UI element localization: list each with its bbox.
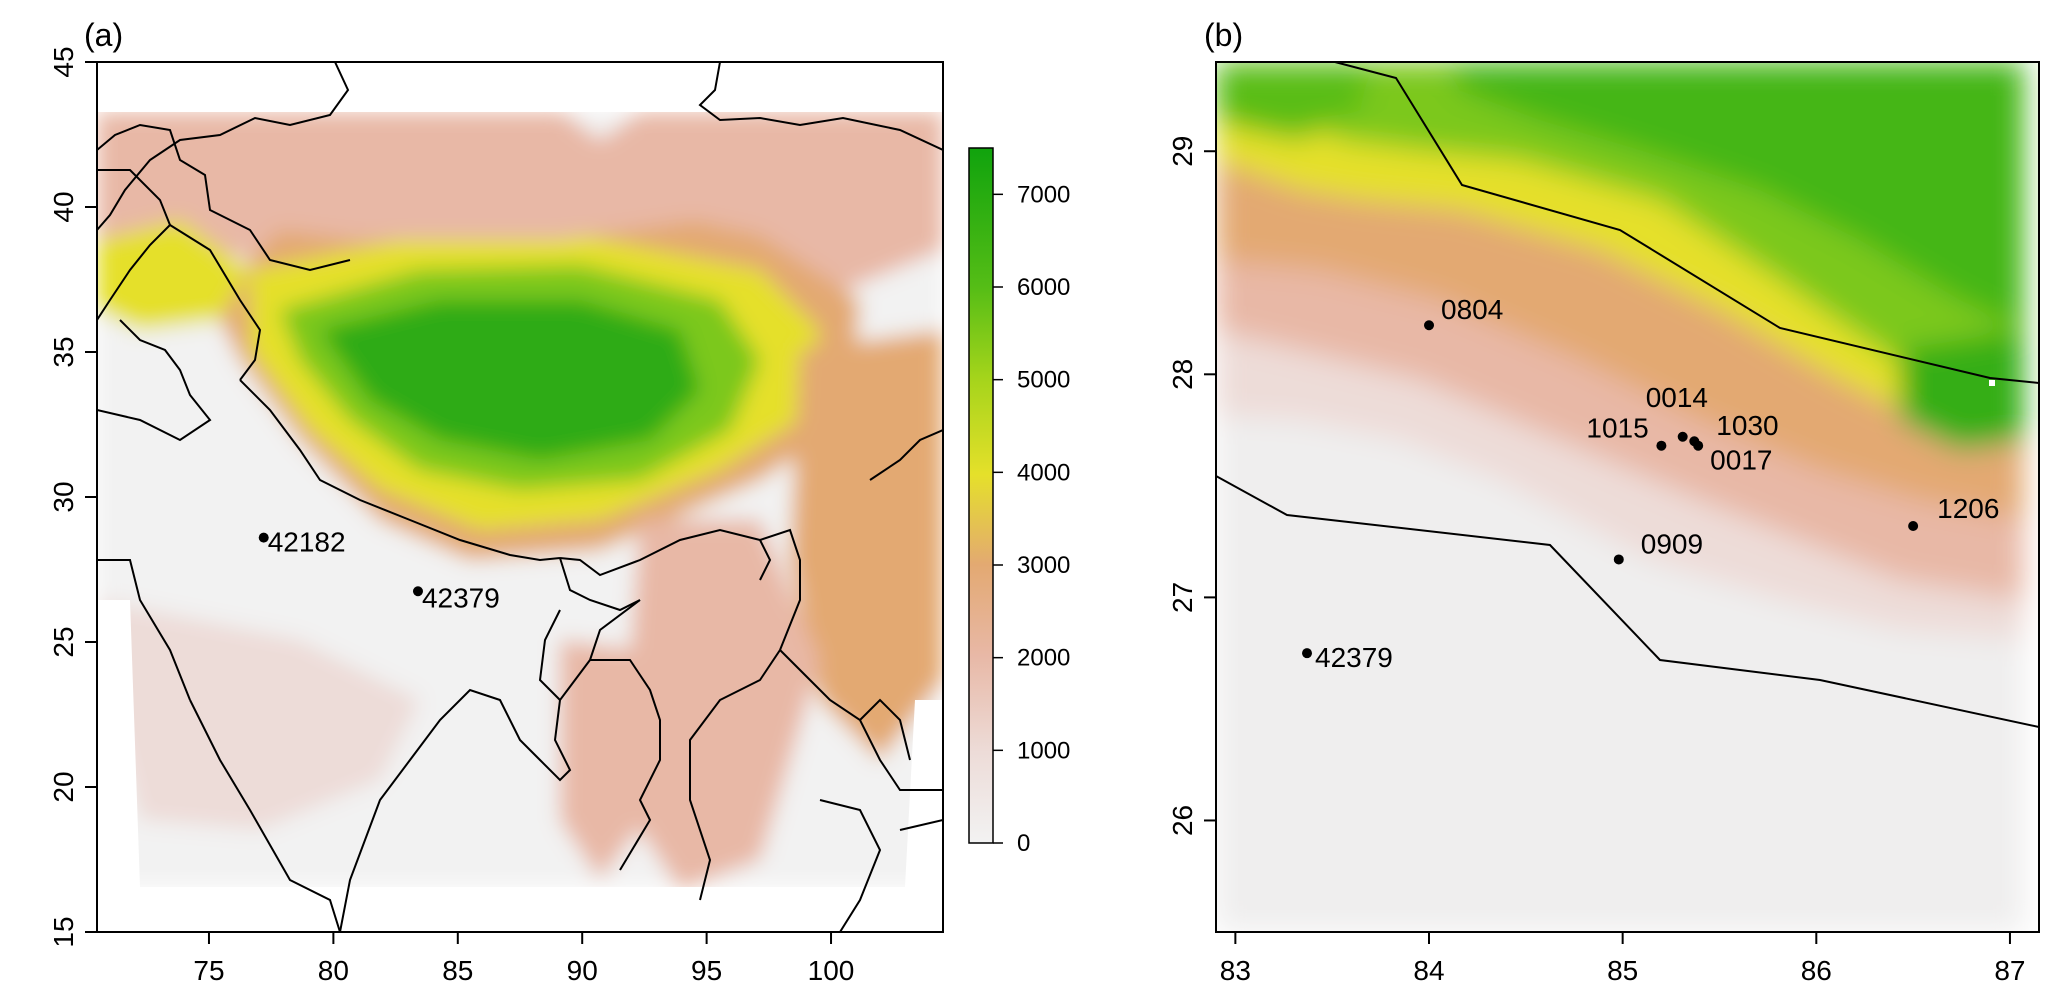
station-marker-0804 — [1424, 320, 1435, 331]
colorbar: 0 1000 2000 3000 4000 5000 6000 7000 — [968, 147, 1070, 857]
panel-b-x-tick-label: 87 — [1994, 955, 2025, 986]
colorbar-tick-label: 2000 — [1017, 645, 1070, 672]
panel-a-y-tick-label: 20 — [48, 771, 79, 802]
colorbar-tick-label: 5000 — [1017, 367, 1070, 394]
station-marker-1206 — [1908, 521, 1919, 531]
panel-a-y-tick-label: 35 — [48, 336, 79, 367]
station-label-0804: 0804 — [1441, 294, 1503, 325]
panel-b-y-tick-label: 29 — [1167, 136, 1198, 167]
station-label-1206: 1206 — [1937, 493, 1999, 524]
panel-a-x-tick-label: 75 — [193, 955, 224, 986]
panel-b-y-tick-label: 28 — [1167, 359, 1198, 390]
panel-a-country-borders — [97, 62, 943, 932]
colorbar-tick-label: 4000 — [1017, 459, 1070, 486]
panel-a-x-axis: 75 80 85 90 95 100 — [193, 932, 854, 986]
station-label-42182: 42182 — [268, 527, 346, 558]
panel-b-x-tick-label: 83 — [1220, 955, 1251, 986]
panel-a-x-tick-label: 80 — [318, 955, 349, 986]
station-label-0014: 0014 — [1646, 382, 1708, 413]
colorbar-tick-label: 0 — [1017, 830, 1030, 857]
colorbar-tick-label: 1000 — [1017, 737, 1070, 764]
station-marker-0014 — [1677, 431, 1688, 442]
station-marker-1015 — [1656, 440, 1667, 451]
panel-b-y-tick-label: 26 — [1167, 805, 1198, 836]
colorbar-tick-label: 6000 — [1017, 274, 1070, 301]
station-marker-42379 — [412, 586, 423, 597]
station-label-0909: 0909 — [1641, 528, 1703, 559]
panel-a-y-tick-label: 15 — [48, 916, 79, 947]
station-marker-42379 — [1302, 648, 1313, 659]
colorbar-gradient — [968, 147, 994, 844]
station-label-42379: 42379 — [422, 582, 500, 613]
station-label-1030: 1030 — [1716, 410, 1778, 441]
panel-b-x-tick-label: 86 — [1801, 955, 1832, 986]
panel-b-x-axis: 83 84 85 86 87 — [1220, 932, 2026, 986]
panel-a-x-tick-label: 100 — [808, 955, 855, 986]
panel-a-y-axis: 15 20 25 30 35 40 45 — [48, 46, 97, 948]
panel-b-elevation-raster — [1216, 62, 2039, 932]
panel-b-y-tick-label: 27 — [1167, 582, 1198, 613]
panel-b-frame — [1215, 61, 2040, 933]
station-marker-0017 — [1693, 440, 1704, 451]
panel-a-label: (a) — [84, 17, 123, 53]
panel-a-x-tick-label: 85 — [442, 955, 473, 986]
station-label-1015: 1015 — [1586, 413, 1648, 444]
colorbar-tick-label: 7000 — [1017, 181, 1070, 208]
panel-b-x-tick-label: 84 — [1413, 955, 1444, 986]
station-marker-0909 — [1613, 554, 1624, 565]
panel-b-x-tick-label: 85 — [1607, 955, 1638, 986]
station-label-0017: 0017 — [1710, 445, 1772, 476]
colorbar-tick-label: 3000 — [1017, 552, 1070, 579]
panel-a-elevation-raster — [97, 62, 943, 932]
panel-b-label: (b) — [1204, 17, 1243, 53]
colorbar-axis: 0 1000 2000 3000 4000 5000 6000 7000 — [993, 181, 1070, 857]
panel-a-x-tick-label: 95 — [691, 955, 722, 986]
panel-a: (a) — [48, 17, 1070, 986]
panel-a-y-tick-label: 30 — [48, 481, 79, 512]
station-marker-42182 — [258, 532, 269, 543]
panel-a-y-tick-label: 25 — [48, 626, 79, 657]
panel-a-y-tick-label: 45 — [48, 46, 79, 77]
panel-a-x-tick-label: 90 — [567, 955, 598, 986]
panel-b-country-borders — [1216, 62, 2039, 728]
station-label-42379: 42379 — [1315, 642, 1393, 673]
panel-b-y-axis: 26 27 28 29 — [1167, 136, 1216, 836]
panel-a-stations: 42182 42379 — [258, 527, 500, 613]
panel-a-y-tick-label: 40 — [48, 191, 79, 222]
